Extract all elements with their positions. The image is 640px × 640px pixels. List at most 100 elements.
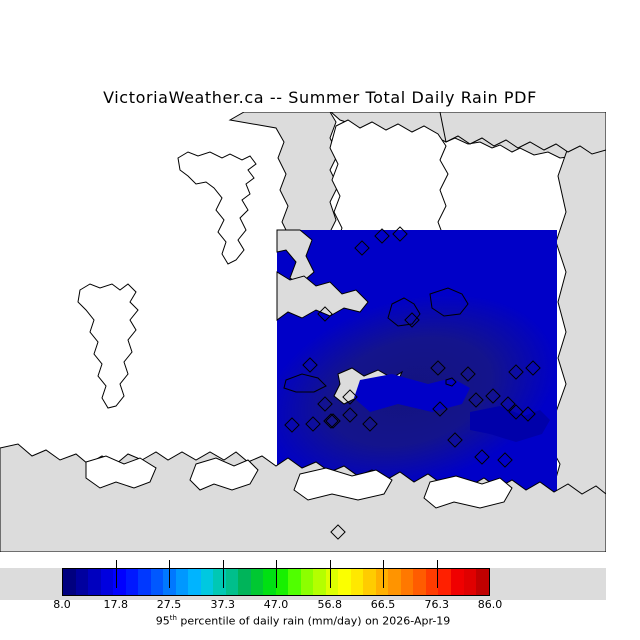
caption-superscript: th xyxy=(169,614,177,622)
island-outlines xyxy=(77,151,257,409)
station-marker xyxy=(500,396,516,412)
colorbar-segment xyxy=(138,569,151,595)
colorbar-tick-label: 66.5 xyxy=(370,598,396,611)
colorbar-segment xyxy=(413,569,426,595)
caption-prefix: 95 xyxy=(155,614,170,628)
colorbar-divider xyxy=(329,560,331,588)
station-markers[interactable] xyxy=(284,226,541,540)
colorbar-segment xyxy=(313,569,326,595)
colorbar-divider xyxy=(115,560,117,588)
colorbar-segment xyxy=(338,569,351,595)
colorbar-segment xyxy=(476,569,489,595)
bay-field-2 xyxy=(470,406,550,442)
colorbar-segment xyxy=(150,569,164,595)
colorbar-segment xyxy=(400,569,414,595)
station-marker xyxy=(508,364,524,380)
station-marker xyxy=(342,407,358,423)
station-marker xyxy=(525,360,541,376)
colorbar-segment xyxy=(63,569,76,595)
station-marker xyxy=(342,389,358,405)
station-marker xyxy=(317,306,333,322)
colorbar-ticks: 8.0 17.8 27.5 37.3 47.0 56.8 66.5 76.3 86.0 xyxy=(0,598,606,614)
station-marker xyxy=(404,312,420,328)
colorbar-segment xyxy=(275,569,289,595)
inner-island-1 xyxy=(387,297,421,327)
station-marker xyxy=(392,226,408,242)
colorbar-tick-label: 8.0 xyxy=(53,598,71,611)
coastline-detail xyxy=(283,287,469,393)
station-marker xyxy=(284,417,300,433)
colorbar-segment xyxy=(88,569,101,595)
station-marker xyxy=(330,524,346,540)
colorbar-divider xyxy=(436,560,438,588)
colorbar-segment xyxy=(425,569,439,595)
station-marker xyxy=(468,392,484,408)
colorbar-divider xyxy=(276,560,277,588)
colorbar-segment xyxy=(238,569,251,595)
colorbar-segment xyxy=(75,569,89,595)
colorbar-segment xyxy=(213,569,226,595)
station-marker xyxy=(317,396,333,412)
station-marker xyxy=(362,416,378,432)
station-marker xyxy=(302,357,318,373)
lake-south-4 xyxy=(423,475,513,509)
colorbar-tick-label: 56.8 xyxy=(317,598,343,611)
colorbar-divider xyxy=(222,560,224,588)
island-south xyxy=(77,283,139,409)
colorbar-segment xyxy=(450,569,464,595)
colorbar-segment xyxy=(288,569,301,595)
colorbar-segment xyxy=(250,569,264,595)
station-marker xyxy=(485,388,501,404)
lake-south-2 xyxy=(189,457,259,491)
colorbar-tick-label: 86.0 xyxy=(477,598,503,611)
lake-south-3 xyxy=(293,467,393,501)
map-canvas[interactable] xyxy=(0,112,606,552)
colorbar-tick-label: 27.5 xyxy=(156,598,182,611)
station-marker xyxy=(430,360,446,376)
colorbar-caption: 95th percentile of daily rain (mm/day) o… xyxy=(0,614,606,628)
colorbar-segment xyxy=(200,569,214,595)
station-marker xyxy=(305,416,321,432)
colorbar-segment xyxy=(300,569,314,595)
caption-rest: percentile of daily rain (mm/day) on 202… xyxy=(176,614,451,628)
coast-west-lower xyxy=(276,271,369,321)
colorbar-segment xyxy=(388,569,401,595)
station-marker xyxy=(447,432,463,448)
station-marker xyxy=(354,240,370,256)
station-marker xyxy=(323,413,339,429)
colorbar[interactable] xyxy=(62,568,490,596)
island-north xyxy=(177,151,257,265)
colorbar-segment xyxy=(438,569,451,595)
station-marker xyxy=(374,228,390,244)
station-marker xyxy=(325,413,341,429)
colorbar-tick-label: 17.8 xyxy=(103,598,129,611)
colorbar-segment xyxy=(375,569,389,595)
lake-south-1 xyxy=(85,455,157,489)
colorbar-segment xyxy=(225,569,239,595)
land-bay-east xyxy=(439,112,606,155)
station-marker xyxy=(520,406,536,422)
colorbar-divider xyxy=(169,560,170,588)
colorbar-tick-label: 37.3 xyxy=(210,598,236,611)
colorbar-tick-label: 76.3 xyxy=(424,598,450,611)
bay-field-1 xyxy=(354,374,470,412)
inner-island-3 xyxy=(283,373,327,393)
station-marker xyxy=(497,452,513,468)
station-marker xyxy=(432,401,448,417)
station-marker xyxy=(460,366,476,382)
page-title: VictoriaWeather.ca -- Summer Total Daily… xyxy=(103,88,537,107)
inner-islet-1 xyxy=(445,377,457,387)
colorbar-divider xyxy=(383,560,384,588)
station-marker xyxy=(508,404,524,420)
colorbar-region: 8.0 17.8 27.5 37.3 47.0 56.8 66.5 76.3 86.0 95th… xyxy=(0,560,640,640)
colorbar-segment xyxy=(363,569,376,595)
colorbar-segment xyxy=(463,569,477,595)
colorbar-segment xyxy=(125,569,139,595)
colorbar-segment xyxy=(100,569,114,595)
colorbar-segment xyxy=(175,569,189,595)
map-svg xyxy=(0,112,606,552)
colorbar-tick-label: 47.0 xyxy=(263,598,289,611)
colorbar-segment xyxy=(350,569,364,595)
colorbar-segment xyxy=(325,569,339,595)
